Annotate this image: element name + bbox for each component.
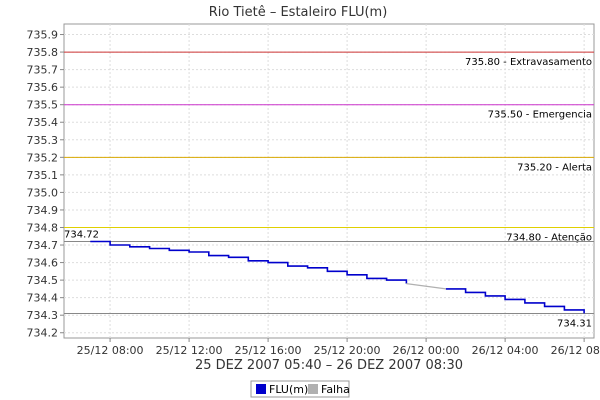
- max-value-label: 734.72: [64, 230, 99, 241]
- y-tick-label: 734.6: [27, 257, 59, 270]
- min-value-label: 734.31: [557, 318, 592, 329]
- y-tick-label: 735.8: [27, 46, 59, 59]
- y-tick-label: 734.5: [27, 274, 59, 287]
- y-tick-label: 734.2: [27, 327, 59, 340]
- reference-line-label: 735.80 - Extravasamento: [465, 57, 592, 68]
- legend-label: FLU(m): [269, 383, 308, 396]
- plot-area: [63, 23, 595, 339]
- y-tick-label: 735.2: [27, 151, 59, 164]
- legend-swatch: [256, 384, 266, 394]
- min-max-labels: 734.72 734.31: [64, 230, 592, 330]
- y-axis: 734.2 734.3 734.4 734.5 734.6 734.7 734.8 734.9…: [27, 29, 64, 340]
- y-tick-label: 735.1: [27, 169, 59, 182]
- y-tick-label: 734.7: [27, 239, 59, 252]
- x-axis: 25/12 08:00 25/12 12:00 25/12 16:00 25/12 2…: [77, 338, 600, 357]
- x-tick-label: 26/12 04:00: [472, 344, 539, 357]
- x-axis-title: 25 DEZ 2007 05:40 – 26 DEZ 2007 08:30: [195, 358, 463, 373]
- reference-line-label: 735.20 - Alerta: [517, 162, 592, 173]
- x-tick-label: 25/12 12:00: [156, 344, 223, 357]
- legend-label: Falha: [321, 383, 350, 396]
- series-lines: [90, 240, 585, 314]
- x-tick-label: 25/12 20:00: [314, 344, 381, 357]
- legend-swatch: [308, 384, 318, 394]
- y-tick-label: 735.4: [27, 116, 59, 129]
- x-tick-label: 26/12 00:00: [393, 344, 460, 357]
- x-tick-label: 26/12 08:00: [551, 344, 600, 357]
- legend-box: [250, 380, 350, 398]
- legend: FLU(m) Falha: [250, 380, 350, 398]
- series-line-flu: [90, 240, 408, 284]
- y-tick-label: 735.3: [27, 134, 59, 147]
- y-tick-label: 735.7: [27, 64, 59, 77]
- series-line-falha: [406, 283, 446, 290]
- reference-lines: 735.80 - Extravasamento 735.50 - Emergenc…: [64, 51, 594, 314]
- chart-title: Rio Tietê – Estaleiro FLU(m): [209, 5, 388, 20]
- reference-line-label: 734.80 - Atenção: [506, 232, 592, 243]
- y-tick-label: 735.9: [27, 29, 59, 42]
- y-tick-label: 735.6: [27, 81, 59, 94]
- y-tick-label: 734.8: [27, 221, 59, 234]
- x-tick-label: 25/12 16:00: [235, 344, 302, 357]
- y-tick-label: 734.4: [27, 292, 59, 305]
- series-line-flu: [445, 288, 585, 314]
- y-tick-label: 735.5: [27, 99, 59, 112]
- y-tick-label: 735.0: [27, 186, 59, 199]
- x-tick-label: 25/12 08:00: [77, 344, 144, 357]
- reference-line-label: 735.50 - Emergencia: [488, 110, 592, 121]
- y-tick-label: 734.9: [27, 204, 59, 217]
- y-tick-label: 734.3: [27, 309, 59, 322]
